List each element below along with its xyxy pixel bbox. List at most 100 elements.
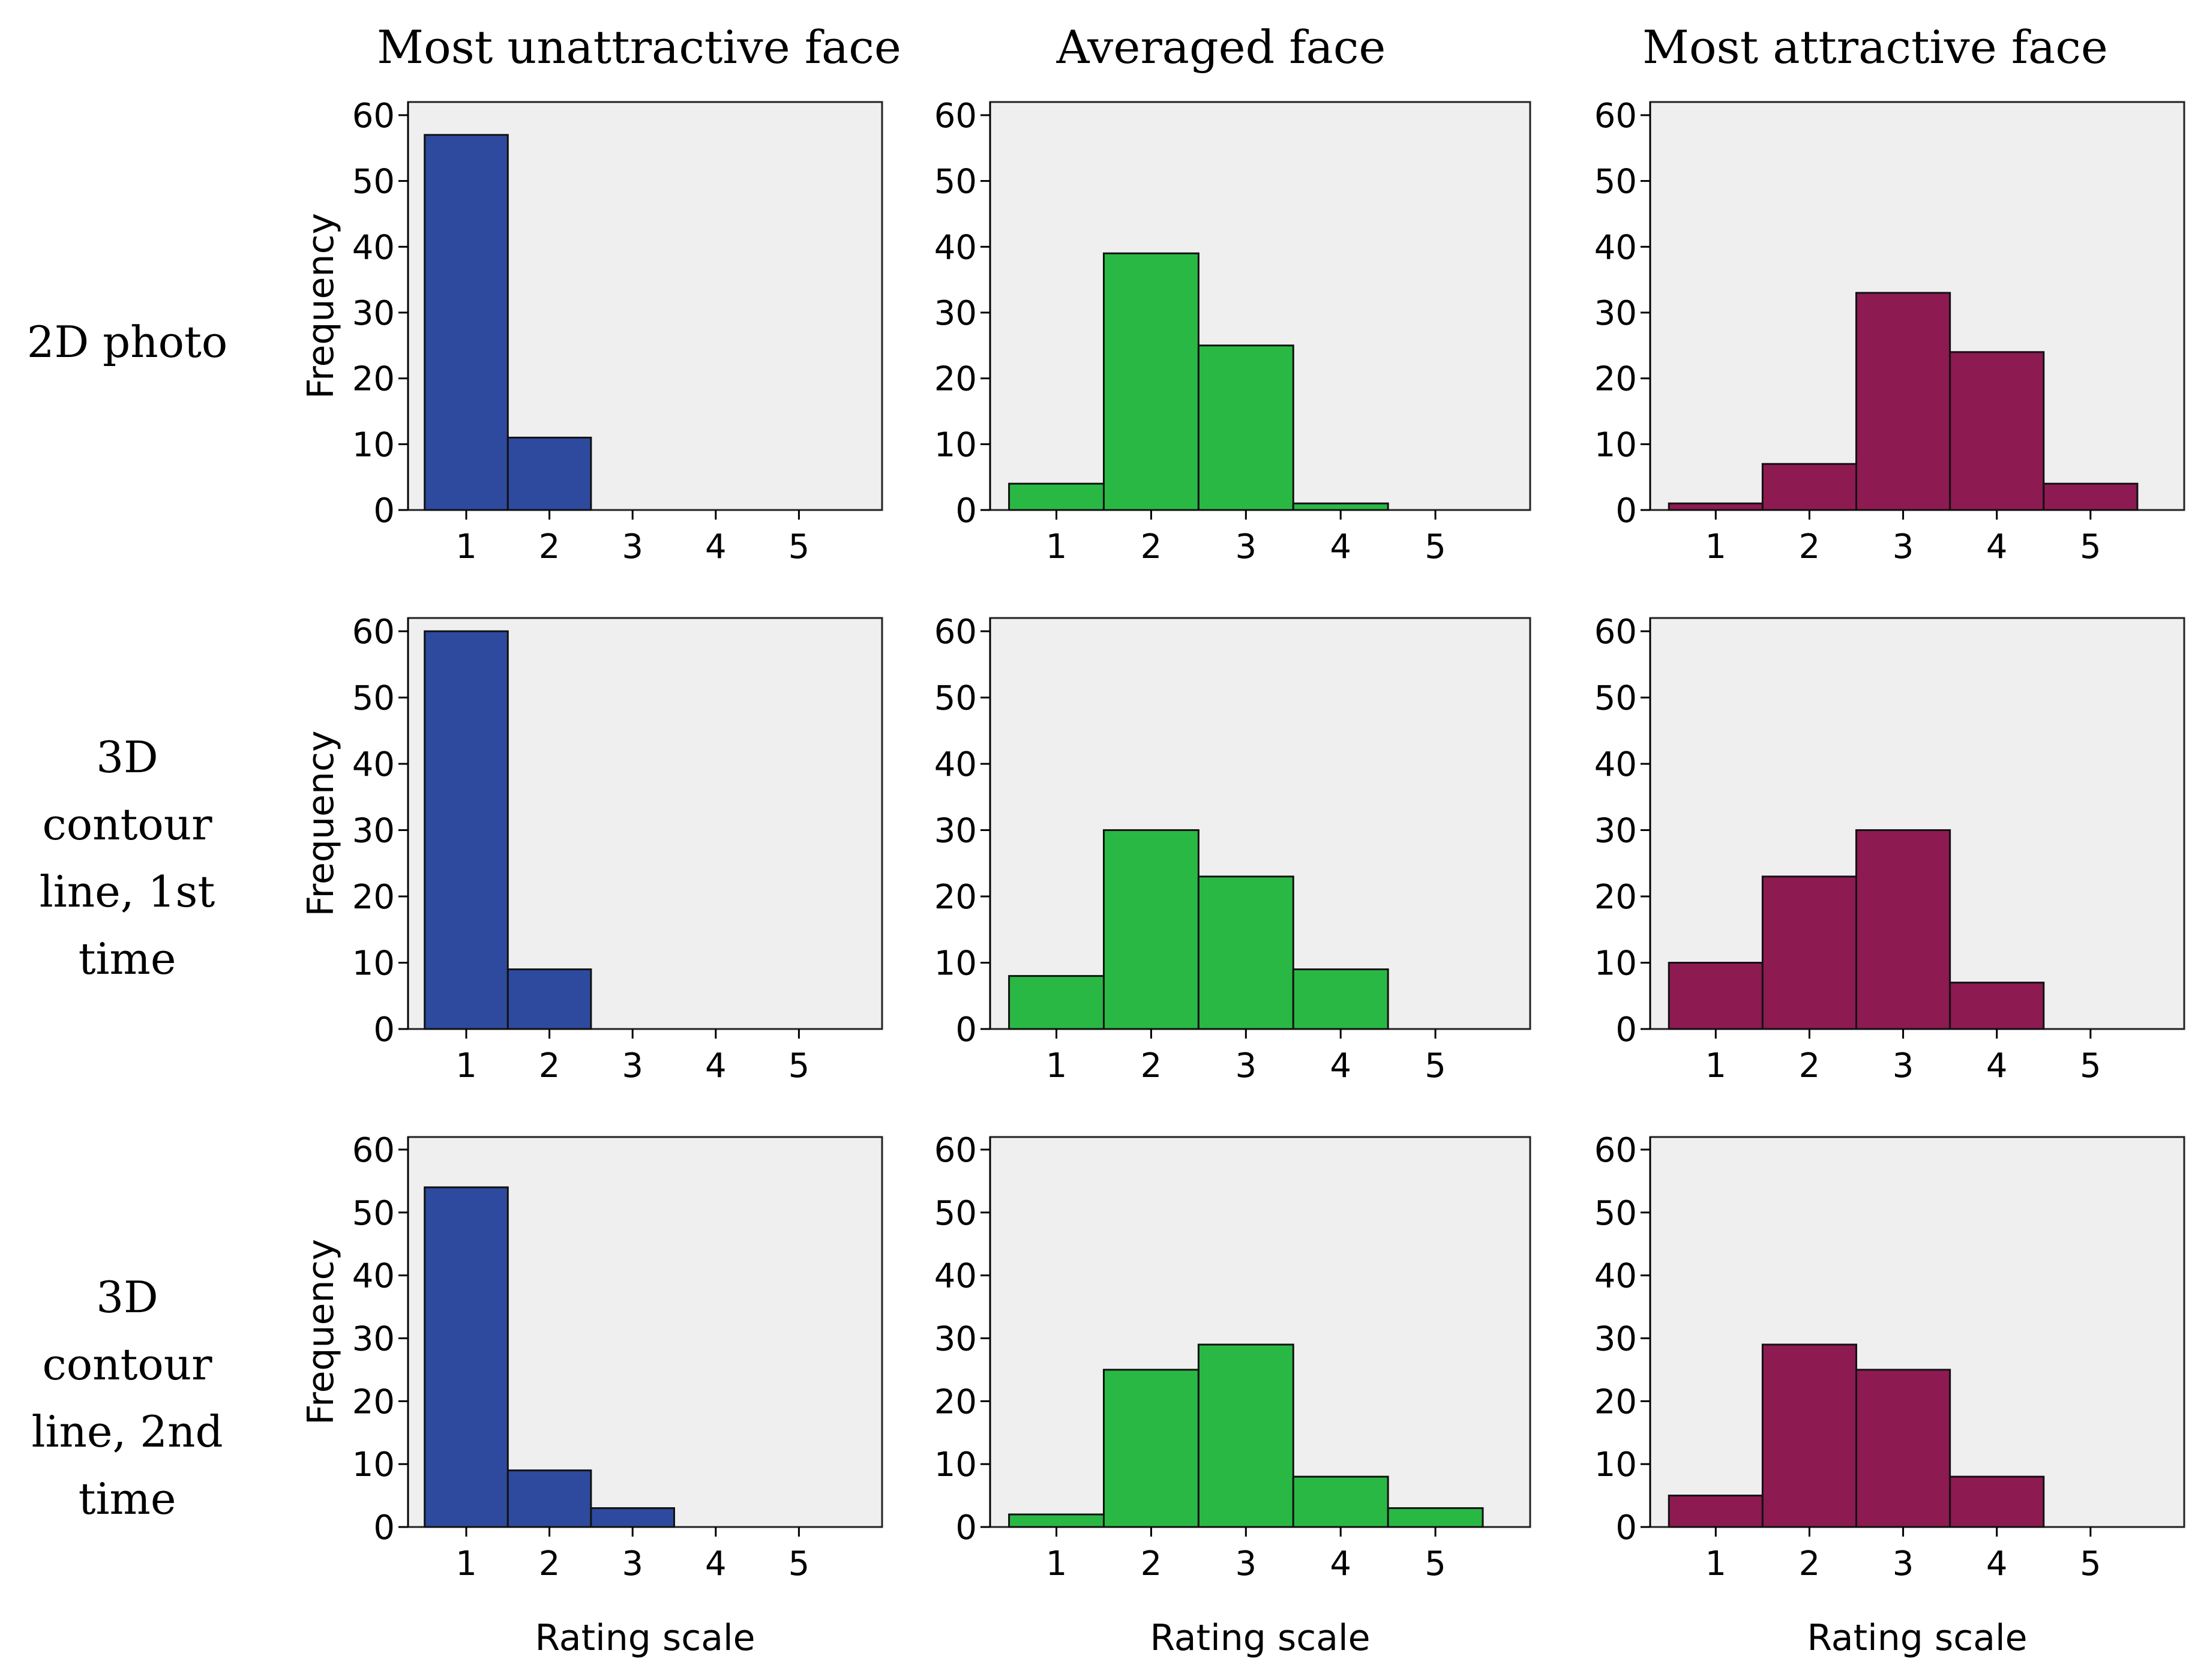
histogram-panel: 0 10 20 30 40 50 60 1 2 3 4 5	[1594, 613, 2185, 1085]
x-tick-label: 1	[455, 1046, 477, 1085]
x-tick-label: 2	[1799, 527, 1821, 566]
y-tick-label: 60	[1594, 613, 1637, 652]
y-tick-label: 0	[373, 491, 395, 530]
bar-rating-2	[506, 436, 592, 511]
bar-rating-2	[1761, 875, 1858, 1030]
y-tick-label: 30	[934, 1319, 977, 1358]
row-label-line: contour	[42, 799, 212, 850]
y-tick-label: 40	[1594, 1257, 1637, 1296]
y-tick-label: 50	[1594, 163, 1637, 202]
column-title-attractive: Most attractive face	[1642, 20, 2108, 74]
y-tick-label: 0	[1615, 1010, 1637, 1049]
y-tick-label: 0	[955, 1010, 977, 1049]
y-tick-label: 0	[373, 1010, 395, 1049]
y-tick-label: 40	[352, 745, 395, 784]
x-tick-label: 2	[1141, 1046, 1162, 1085]
bar-rating-2	[1102, 252, 1200, 511]
histogram-panel: 0 10 20 30 40 50 60 1 2 3 4 5 Frequency	[300, 613, 883, 1085]
column-title-unattractive: Most unattractive face	[377, 20, 901, 74]
y-tick-label: 0	[1615, 1508, 1637, 1547]
y-tick-label: 60	[934, 97, 977, 136]
bar-rating-3	[1855, 1369, 1951, 1528]
x-tick-label: 5	[788, 527, 810, 566]
bar-rating-3	[590, 1507, 676, 1528]
x-tick-label: 1	[455, 527, 477, 566]
x-tick-label: 3	[1893, 527, 1914, 566]
y-tick-label: 50	[1594, 679, 1637, 718]
x-tick-label: 2	[1141, 527, 1162, 566]
y-tick-label: 50	[934, 163, 977, 202]
y-tick-label: 30	[352, 294, 395, 333]
x-tick-label: 5	[2080, 1544, 2101, 1583]
y-tick-label: 50	[1594, 1194, 1637, 1233]
x-tick-label: 5	[2080, 527, 2101, 566]
y-tick-label: 10	[1594, 1445, 1637, 1484]
x-tick-label: 1	[1705, 1544, 1726, 1583]
x-tick-label: 4	[1986, 527, 2008, 566]
y-tick-label: 20	[1594, 878, 1637, 917]
y-tick-label: 0	[955, 491, 977, 530]
row-label-line: 3D	[96, 1272, 158, 1322]
bar-rating-4	[1292, 968, 1389, 1030]
y-tick-label: 40	[1594, 228, 1637, 267]
bar-rating-2	[1761, 463, 1858, 511]
y-tick-label: 40	[1594, 745, 1637, 784]
histogram-panel: 0 10 20 30 40 50 60 1 2 3 4 5	[934, 613, 1531, 1085]
bar-rating-1	[1668, 962, 1764, 1030]
x-tick-label: 3	[622, 1544, 643, 1583]
row-label-line: line, 1st	[40, 866, 215, 917]
y-axis-title: Frequency	[300, 213, 342, 399]
bar-rating-1	[424, 630, 509, 1030]
y-tick-label: 10	[352, 944, 395, 983]
bar-rating-1	[1008, 975, 1105, 1030]
y-tick-label: 10	[352, 425, 395, 464]
y-tick-label: 20	[934, 878, 977, 917]
x-tick-label: 4	[1330, 1544, 1351, 1583]
x-tick-label: 1	[1046, 1046, 1067, 1085]
bar-rating-3	[1855, 829, 1951, 1030]
y-tick-label: 60	[934, 1131, 977, 1170]
bar-rating-2	[506, 1469, 592, 1528]
y-tick-label: 40	[934, 1257, 977, 1296]
x-tick-label: 2	[1799, 1046, 1821, 1085]
bar-rating-2	[1102, 829, 1200, 1030]
x-tick-label: 4	[705, 1046, 727, 1085]
row-labels: 2D photo 3D contour line, 1st time 3D contour l…	[27, 317, 228, 1524]
y-tick-label: 20	[934, 360, 977, 399]
y-tick-label: 50	[352, 163, 395, 202]
x-tick-label: 2	[539, 1544, 560, 1583]
bar-rating-4	[1292, 1475, 1389, 1528]
bar-rating-4	[1949, 351, 2045, 511]
x-tick-label: 5	[2080, 1046, 2101, 1085]
y-tick-label: 20	[352, 360, 395, 399]
y-tick-label: 0	[1615, 491, 1637, 530]
y-tick-label: 30	[1594, 1319, 1637, 1358]
bar-rating-1	[1008, 1513, 1105, 1528]
x-axis-title: Rating scale	[1150, 1617, 1370, 1659]
histogram-panel: 0 10 20 30 40 50 60 1 2 3 4 5 Frequency Rating scale	[300, 1131, 883, 1659]
y-tick-label: 60	[1594, 1131, 1637, 1170]
y-tick-label: 30	[934, 294, 977, 333]
x-tick-label: 5	[1425, 527, 1446, 566]
x-tick-label: 2	[539, 1046, 560, 1085]
x-tick-label: 3	[622, 1046, 643, 1085]
bar-rating-2	[506, 968, 592, 1030]
x-tick-label: 1	[1046, 527, 1067, 566]
y-tick-label: 50	[934, 679, 977, 718]
y-axis-title: Frequency	[300, 731, 342, 917]
histogram-panel: 0 10 20 30 40 50 60 1 2 3 4 5 Rating scale	[1594, 1131, 2185, 1659]
y-tick-label: 60	[934, 613, 977, 652]
y-tick-label: 60	[352, 97, 395, 136]
bar-rating-3	[1197, 344, 1294, 511]
x-tick-label: 3	[1235, 1046, 1257, 1085]
x-tick-label: 4	[1330, 1046, 1351, 1085]
bar-rating-1	[1668, 502, 1764, 511]
row-label-line: line, 2nd	[31, 1406, 223, 1457]
y-tick-label: 20	[352, 878, 395, 917]
x-tick-label: 2	[539, 527, 560, 566]
x-tick-label: 4	[705, 527, 727, 566]
x-tick-label: 1	[1705, 527, 1726, 566]
x-tick-label: 4	[1986, 1544, 2008, 1583]
